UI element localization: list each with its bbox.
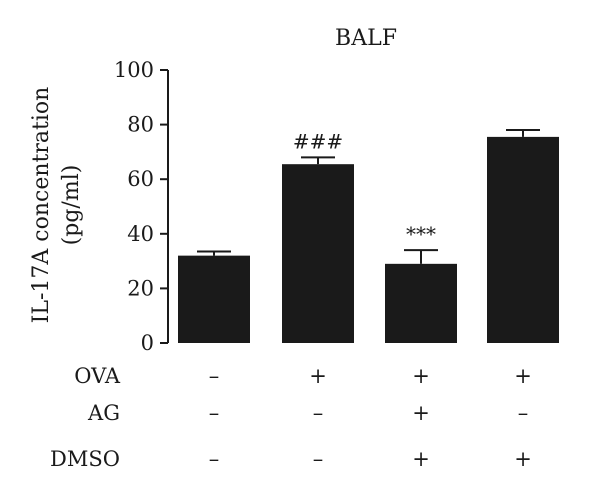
- treatment-symbol: –: [313, 447, 324, 471]
- treatment-symbol: +: [412, 364, 430, 388]
- significance-label: ###: [293, 129, 343, 153]
- treatment-table: OVA – + + + AG – – + – DMSO – – + +: [50, 364, 532, 471]
- y-axis-label: IL-17A concentration (pg/ml): [29, 87, 84, 324]
- treatment-label: OVA: [74, 364, 121, 388]
- y-axis: 0 20 40 60 80 100: [114, 58, 169, 355]
- treatment-symbol: +: [514, 364, 532, 388]
- treatment-label: DMSO: [50, 447, 120, 471]
- significance-label: ***: [406, 222, 436, 246]
- chart-title: BALF: [335, 26, 397, 51]
- y-tick-label: 100: [114, 58, 154, 82]
- treatment-symbol: –: [209, 401, 220, 425]
- y-axis-label-line1: IL-17A concentration: [29, 87, 54, 324]
- treatment-symbol: –: [209, 364, 220, 388]
- bar: [282, 164, 354, 343]
- bar: [385, 263, 457, 343]
- y-tick-label: 0: [141, 331, 154, 355]
- bar: [178, 255, 250, 343]
- treatment-symbol: +: [514, 447, 532, 471]
- treatment-symbol: –: [518, 401, 529, 425]
- treatment-symbol: –: [313, 401, 324, 425]
- treatment-symbol: +: [309, 364, 327, 388]
- bars: ### ***: [178, 129, 559, 343]
- treatment-symbol: –: [209, 447, 220, 471]
- y-tick-label: 80: [127, 113, 154, 137]
- treatment-symbol: +: [412, 401, 430, 425]
- treatment-symbol: +: [412, 447, 430, 471]
- y-axis-label-line2: (pg/ml): [59, 165, 84, 246]
- y-tick-label: 60: [127, 167, 154, 191]
- y-tick-label: 40: [127, 222, 154, 246]
- treatment-label: AG: [87, 401, 120, 425]
- y-tick-label: 20: [127, 276, 154, 300]
- bar: [487, 136, 559, 343]
